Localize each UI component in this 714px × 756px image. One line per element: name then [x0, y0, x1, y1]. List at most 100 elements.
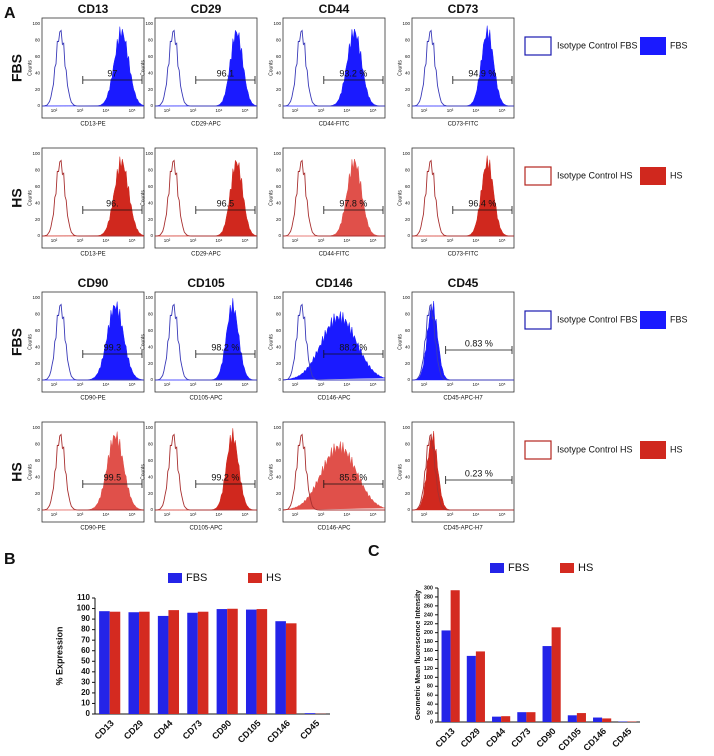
bar	[304, 713, 316, 714]
hist-x-tick-label: 10⁴	[473, 512, 480, 517]
marker-title: CD105	[187, 276, 225, 290]
hist-x-tick-label: 10⁵	[370, 238, 377, 243]
hist-y-tick-label: 60	[276, 458, 282, 463]
bar	[227, 608, 238, 714]
hist-y-tick-label: 80	[276, 442, 282, 447]
row-label: FBS	[9, 54, 25, 82]
hist-x-tick-label: 10⁵	[129, 512, 136, 517]
y-tick-label: 40	[81, 667, 90, 676]
bar	[256, 609, 268, 714]
hist-y-label: Counts	[140, 334, 146, 350]
hist-x-tick-label: 10⁴	[344, 238, 351, 243]
y-tick-label: 0	[430, 719, 433, 725]
y-tick-label: 160	[424, 648, 433, 654]
isotype-histogram	[411, 29, 514, 107]
hist-y-tick-label: 40	[35, 200, 41, 205]
y-tick-label: 110	[77, 593, 90, 602]
x-tick-label: CD146	[265, 718, 292, 745]
hist-x-label: CD105-APC	[189, 526, 223, 532]
hist-y-tick-label: 40	[405, 344, 411, 349]
hist-x-tick-label: 10⁵	[129, 238, 136, 243]
hist-y-tick-label: 60	[405, 184, 411, 189]
hist-y-label: Counts	[27, 60, 33, 76]
bar	[285, 623, 297, 714]
hist-y-tick-label: 60	[276, 184, 282, 189]
hist-y-tick-label: 60	[148, 54, 154, 59]
gate-percent: 96.4 %	[468, 198, 496, 208]
gate-percent: 97	[107, 68, 117, 78]
hist-y-tick-label: 20	[405, 491, 411, 496]
hist-y-tick-label: 80	[35, 168, 41, 173]
hist-x-tick-label: 10⁴	[344, 382, 351, 387]
hist-x-tick-label: 10³	[190, 108, 197, 113]
bar	[197, 611, 209, 714]
bar	[99, 611, 110, 714]
bar	[109, 611, 121, 714]
hist-y-tick-label: 60	[405, 458, 411, 463]
hist-y-tick-label: 80	[276, 312, 282, 317]
row-label: HS	[9, 188, 25, 207]
sample-histogram	[282, 441, 386, 510]
x-tick-label: CD44	[484, 726, 507, 749]
hist-y-tick-label: 60	[148, 328, 154, 333]
hist-x-tick-label: 10⁵	[499, 108, 506, 113]
bar	[168, 610, 180, 714]
hist-x-tick-label: 10²	[51, 512, 58, 517]
isotype-histogram	[282, 159, 385, 237]
hist-x-label: CD44-FITC	[319, 122, 350, 128]
hist-y-tick-label: 100	[145, 151, 153, 156]
x-tick-label: CD146	[581, 726, 608, 753]
x-tick-label: CD45	[298, 718, 321, 741]
hist-x-tick-label: 10²	[164, 108, 171, 113]
legend-sample-label: FBS	[670, 40, 688, 50]
hist-x-label: CD73-FITC	[448, 122, 479, 128]
gate-percent: 99.5	[104, 472, 122, 482]
bar	[542, 646, 552, 722]
bar	[551, 627, 561, 722]
hist-y-tick-label: 60	[35, 328, 41, 333]
hist-x-tick-label: 10⁴	[473, 382, 480, 387]
isotype-histogram	[154, 433, 257, 511]
hist-y-tick-label: 40	[405, 474, 411, 479]
hist-y-tick-label: 0	[407, 233, 410, 238]
x-tick-label: CD90	[210, 718, 233, 741]
bar	[501, 716, 511, 722]
y-tick-label: 50	[81, 656, 90, 665]
hist-x-label: CD29-APC	[191, 252, 221, 258]
hist-x-tick-label: 10⁵	[370, 108, 377, 113]
hist-y-tick-label: 80	[148, 38, 154, 43]
y-tick-label: 140	[424, 657, 433, 663]
marker-title: CD44	[319, 2, 350, 16]
x-tick-label: CD13	[433, 726, 456, 749]
hist-y-label: Counts	[140, 464, 146, 480]
y-tick-label: 0	[86, 709, 91, 718]
hist-y-tick-label: 60	[35, 54, 41, 59]
x-tick-label: CD73	[509, 726, 532, 749]
bar	[441, 630, 451, 722]
hist-y-tick-label: 80	[405, 442, 411, 447]
hist-y-tick-label: 60	[148, 184, 154, 189]
gate-percent: 97.8 %	[339, 198, 367, 208]
y-tick-label: 100	[77, 604, 91, 613]
hist-x-label: CD90-PE	[80, 526, 105, 532]
y-tick-label: 300	[424, 585, 433, 591]
hist-y-tick-label: 80	[35, 38, 41, 43]
hist-x-label: CD146-APC	[317, 396, 351, 402]
hist-y-tick-label: 40	[276, 70, 282, 75]
legend-label: FBS	[508, 562, 529, 574]
hist-y-tick-label: 0	[37, 233, 40, 238]
legend-isotype-swatch	[524, 36, 552, 56]
hist-y-tick-label: 80	[148, 168, 154, 173]
hist-y-tick-label: 80	[35, 442, 41, 447]
hist-x-tick-label: 10³	[447, 108, 454, 113]
hist-y-tick-label: 40	[35, 344, 41, 349]
hist-x-tick-label: 10³	[318, 382, 325, 387]
hist-y-tick-label: 20	[405, 87, 411, 92]
hist-x-tick-label: 10²	[421, 382, 428, 387]
hist-x-tick-label: 10²	[164, 512, 171, 517]
hist-y-label: Counts	[268, 334, 274, 350]
hist-y-tick-label: 40	[148, 344, 154, 349]
hist-y-tick-label: 100	[402, 151, 410, 156]
hist-y-label: Counts	[27, 464, 33, 480]
